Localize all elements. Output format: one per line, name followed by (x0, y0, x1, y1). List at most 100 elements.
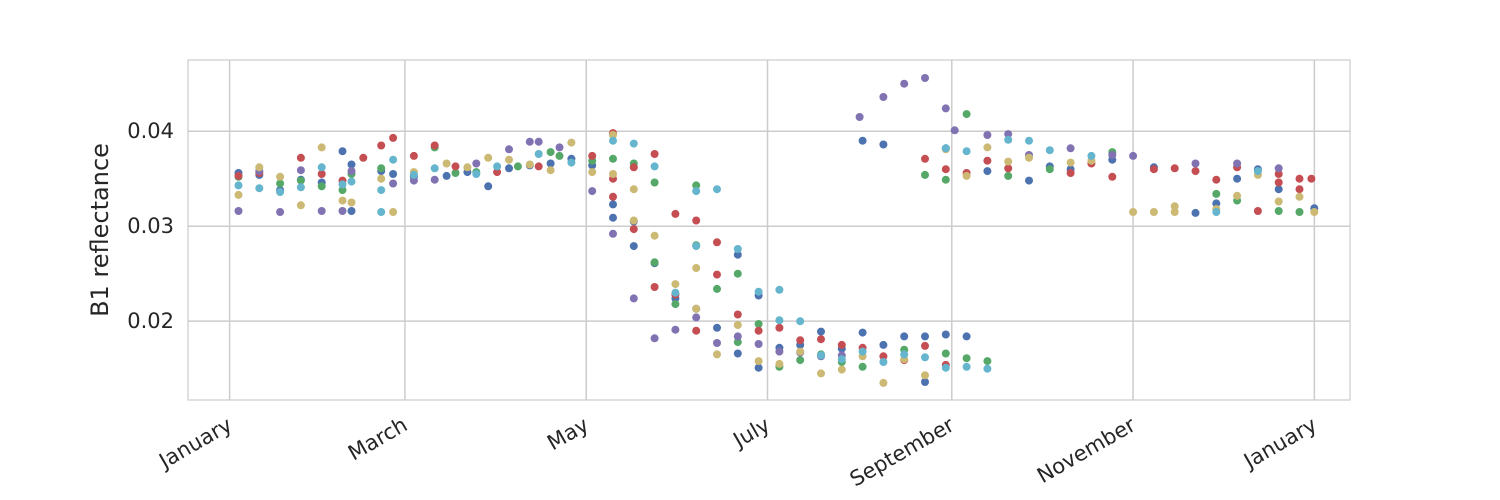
data-point (692, 313, 701, 322)
data-point (296, 153, 305, 162)
data-point (1045, 165, 1054, 174)
data-point (1004, 157, 1013, 166)
data-point (234, 190, 243, 199)
y-tick-label: 0.02 (127, 309, 174, 333)
data-point (713, 185, 721, 194)
data-point (567, 138, 576, 147)
data-point (713, 284, 721, 293)
data-point (276, 172, 285, 181)
data-point (534, 150, 543, 158)
data-point (525, 137, 534, 146)
data-point (837, 365, 846, 374)
data-point (513, 162, 522, 171)
data-point (629, 216, 638, 225)
data-point (713, 323, 721, 332)
data-point (921, 74, 929, 82)
data-point (962, 332, 971, 341)
data-point (389, 208, 398, 216)
data-point (296, 166, 305, 175)
data-point (1004, 130, 1013, 139)
data-point (484, 182, 493, 191)
data-point (817, 369, 825, 378)
data-point (733, 245, 742, 253)
x-tick-label: March (344, 413, 411, 466)
data-point (1004, 164, 1013, 173)
data-point (409, 151, 418, 160)
data-point (1295, 185, 1304, 194)
data-point (1233, 174, 1242, 183)
data-point (754, 363, 763, 372)
data-point (962, 110, 971, 119)
data-point (1212, 199, 1221, 208)
data-point (234, 171, 243, 180)
data-point (983, 143, 992, 152)
data-point (879, 352, 888, 361)
data-point (317, 163, 326, 172)
data-point (692, 181, 701, 190)
data-point (941, 144, 950, 153)
data-point (775, 285, 784, 294)
data-point (900, 350, 909, 359)
data-point (983, 364, 992, 373)
x-tick-label: January (1238, 413, 1321, 475)
data-point (1025, 136, 1033, 145)
data-point (983, 131, 992, 139)
data-point (359, 153, 368, 162)
data-point (463, 163, 472, 172)
data-point (377, 186, 386, 195)
data-point (775, 323, 784, 332)
data-point (650, 178, 659, 187)
data-point (941, 104, 950, 113)
data-point (276, 208, 285, 216)
y-tick-label: 0.04 (127, 119, 174, 143)
plot-area (187, 59, 1351, 401)
data-point (1191, 208, 1200, 217)
data-point (629, 242, 638, 251)
data-point (555, 143, 564, 152)
data-point (377, 174, 386, 183)
data-point (389, 170, 398, 178)
data-point (234, 181, 243, 190)
data-point (1066, 169, 1075, 177)
data-point (1233, 159, 1242, 168)
data-point (338, 186, 347, 195)
data-point (879, 140, 888, 149)
data-point (1170, 164, 1179, 173)
data-point (775, 347, 784, 356)
data-point (377, 208, 386, 216)
data-point (1307, 174, 1316, 183)
x-tick-label: September (846, 412, 959, 491)
data-point (733, 321, 742, 329)
data-point (1170, 202, 1179, 211)
data-point (713, 339, 721, 347)
data-point (347, 167, 356, 176)
data-point (1191, 159, 1200, 168)
data-point (629, 294, 638, 303)
data-point (609, 200, 617, 209)
data-point (733, 332, 742, 341)
data-point (609, 154, 617, 163)
data-point (629, 139, 638, 148)
data-point (983, 156, 992, 165)
data-point (534, 162, 543, 171)
data-point (754, 357, 763, 366)
data-point (1045, 146, 1054, 155)
data-point (629, 185, 638, 194)
data-point (296, 201, 305, 210)
data-point (296, 183, 305, 192)
data-point (377, 164, 386, 173)
data-point (1087, 151, 1096, 160)
x-tick-label: July (728, 413, 774, 454)
data-point (1274, 185, 1283, 194)
data-point (817, 351, 825, 360)
data-point (962, 362, 971, 371)
data-point (1129, 208, 1138, 216)
data-point (650, 283, 659, 291)
data-point (451, 162, 460, 171)
data-point (941, 349, 950, 358)
data-point (1310, 208, 1319, 216)
data-point (950, 126, 959, 135)
data-point (255, 184, 264, 193)
data-point (1253, 207, 1262, 215)
data-point (1149, 208, 1158, 216)
